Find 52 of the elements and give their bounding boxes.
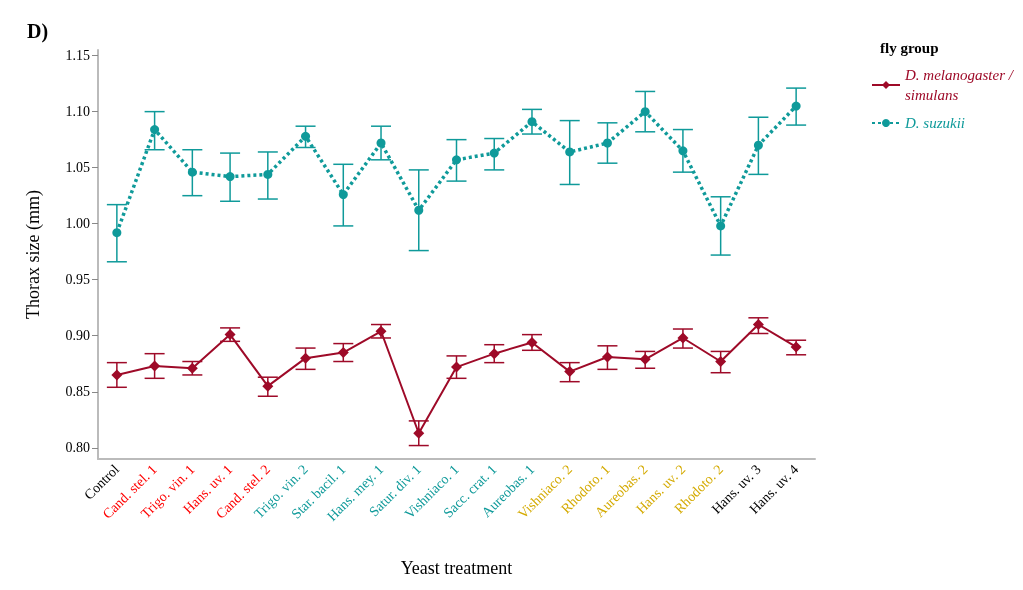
y-tick-label: 0.90	[65, 328, 90, 344]
point	[224, 329, 236, 341]
point	[337, 347, 349, 359]
point	[112, 228, 122, 238]
point	[564, 366, 576, 378]
point	[262, 380, 274, 392]
point	[111, 369, 123, 381]
point	[752, 319, 764, 331]
y-tick-label: 1.10	[65, 104, 90, 120]
point	[186, 362, 198, 374]
y-tick-label: 1.05	[65, 160, 90, 176]
point	[263, 169, 273, 179]
legend-title: fly group	[880, 39, 939, 56]
point	[375, 325, 387, 337]
point	[753, 140, 763, 150]
point	[790, 341, 802, 353]
point	[601, 351, 613, 363]
point	[414, 205, 424, 215]
y-tick-label: 1.00	[65, 216, 90, 232]
point	[413, 427, 425, 439]
x-axis-title: Yeast treatment	[400, 558, 513, 578]
legend-label: D. melanogaster / simulans	[904, 67, 1017, 103]
y-tick-label: 1.15	[65, 48, 90, 64]
point	[150, 125, 160, 135]
point	[791, 101, 801, 111]
legend-label: D. suzukii	[904, 115, 965, 131]
point	[300, 352, 312, 364]
point	[338, 190, 348, 200]
point	[225, 172, 235, 182]
point	[187, 167, 197, 177]
point	[488, 348, 500, 360]
point	[452, 155, 461, 165]
point	[677, 332, 689, 344]
y-tick-label: 0.80	[65, 440, 90, 456]
point	[602, 138, 612, 148]
point	[639, 353, 651, 365]
point	[565, 147, 575, 157]
point	[715, 356, 727, 368]
point	[716, 221, 726, 231]
point	[678, 146, 688, 156]
point	[149, 360, 161, 372]
chart-title: D)	[27, 20, 49, 43]
point	[527, 117, 537, 127]
point	[376, 138, 386, 148]
point	[526, 336, 538, 348]
point	[489, 148, 499, 158]
point	[301, 131, 311, 141]
y-tick-label: 0.85	[65, 384, 90, 400]
point	[640, 107, 650, 117]
y-tick-label: 0.95	[65, 272, 90, 288]
point	[451, 361, 462, 373]
y-axis-title: Thorax size (mm)	[23, 190, 44, 319]
